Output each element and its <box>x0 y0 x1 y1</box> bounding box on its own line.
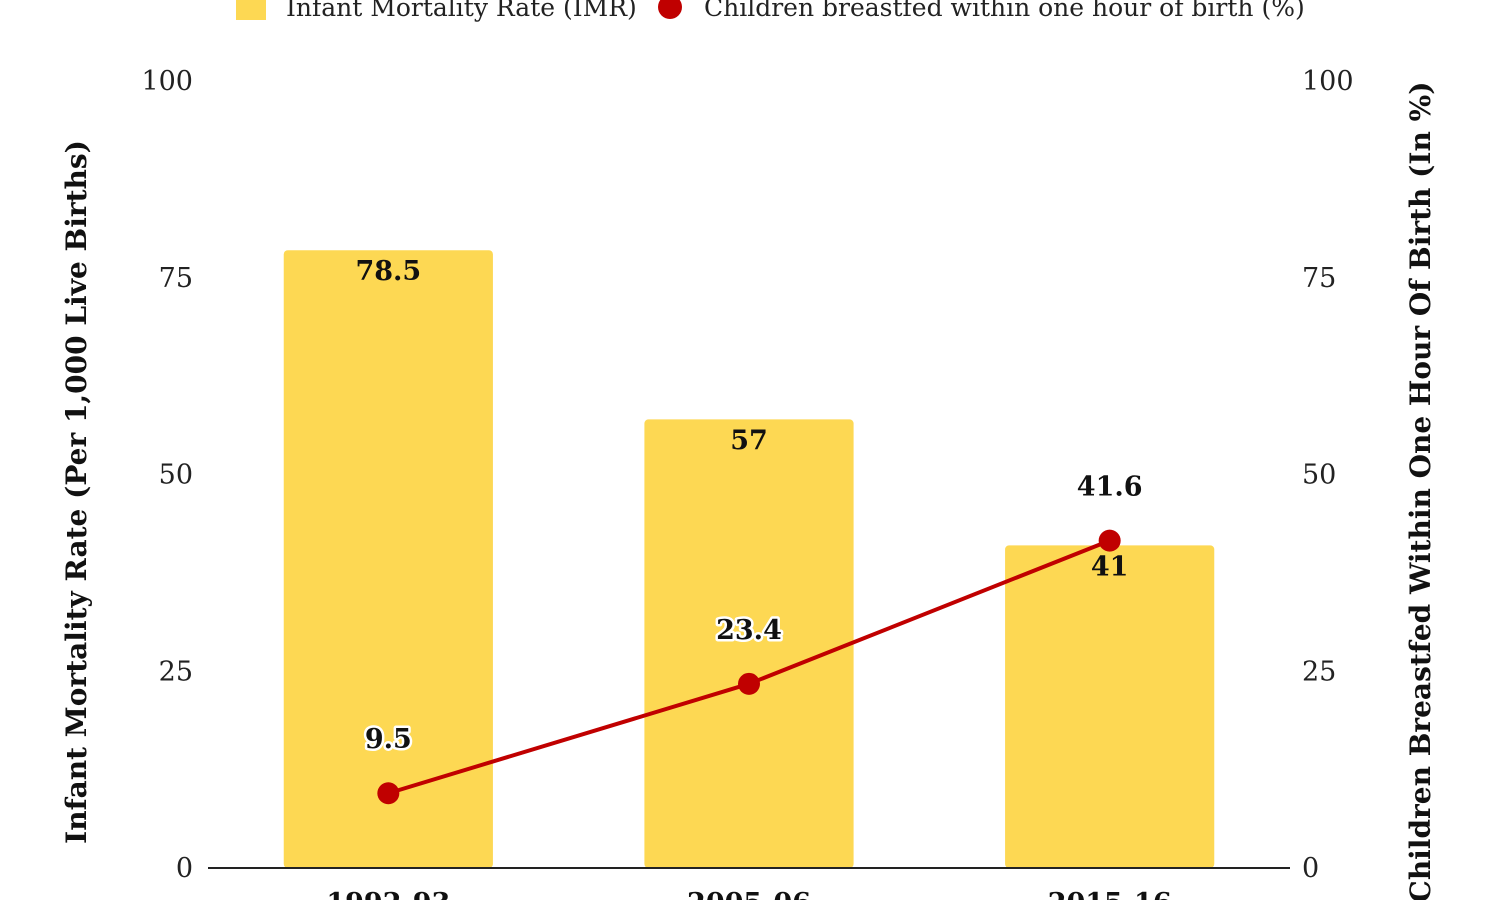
right-axis-title: Children Breastfed Within One Hour Of Bi… <box>1404 82 1437 900</box>
left-tick-25: 25 <box>159 656 193 687</box>
line-label-1992-93: 9.5 <box>365 724 412 755</box>
category-label-1992-93: 1992-93 <box>326 888 450 900</box>
line-point-1992-93 <box>377 782 400 805</box>
legend-swatch-breastfed <box>658 0 682 19</box>
left-tick-50: 50 <box>159 460 193 491</box>
bar-2015-16 <box>1005 545 1215 868</box>
legend-label-imr: Infant Mortality Rate (IMR) <box>286 0 637 22</box>
left-tick-75: 75 <box>159 263 193 294</box>
line-data-labels: 9.5 23.4 41.6 <box>362 469 1145 758</box>
left-axis-title: Infant Mortality Rate (Per 1,000 Live Bi… <box>60 140 93 844</box>
left-tick-0: 0 <box>176 853 193 884</box>
left-axis-ticks: 0 25 50 75 100 <box>141 66 193 884</box>
legend: Infant Mortality Rate (IMR) Children bre… <box>236 0 1305 22</box>
bar-label-1992-93: 78.5 <box>355 256 421 287</box>
legend-swatch-imr <box>236 0 266 20</box>
right-tick-50: 50 <box>1302 460 1336 491</box>
bar-label-2005-06: 57 <box>730 425 768 456</box>
line-point-2015-16 <box>1098 529 1121 552</box>
bar-label-2015-16: 41 <box>1091 551 1129 582</box>
right-tick-75: 75 <box>1302 263 1336 294</box>
right-axis-ticks: 0 25 50 75 100 <box>1302 66 1354 884</box>
left-tick-100: 100 <box>141 66 193 97</box>
legend-label-breastfed: Children breastfed within one hour of bi… <box>704 0 1305 22</box>
category-label-2015-16: 2015-16 <box>1048 888 1172 900</box>
right-tick-0: 0 <box>1302 853 1319 884</box>
line-series <box>377 529 1121 805</box>
line-point-2005-06 <box>738 672 760 695</box>
bar-data-labels: 78.5 57 41 <box>355 256 1128 582</box>
right-tick-100: 100 <box>1302 66 1354 97</box>
x-axis-category-labels: 1992-93 2005-06 2015-16 <box>326 888 1171 900</box>
bar-1992-93 <box>283 250 493 868</box>
bar-2005-06 <box>644 419 854 868</box>
line-label-2005-06: 23.4 <box>716 615 782 646</box>
category-label-2005-06: 2005-06 <box>687 888 811 900</box>
line-label-2015-16: 41.6 <box>1077 472 1143 503</box>
right-tick-25: 25 <box>1302 656 1336 687</box>
bar-series <box>283 250 1215 868</box>
